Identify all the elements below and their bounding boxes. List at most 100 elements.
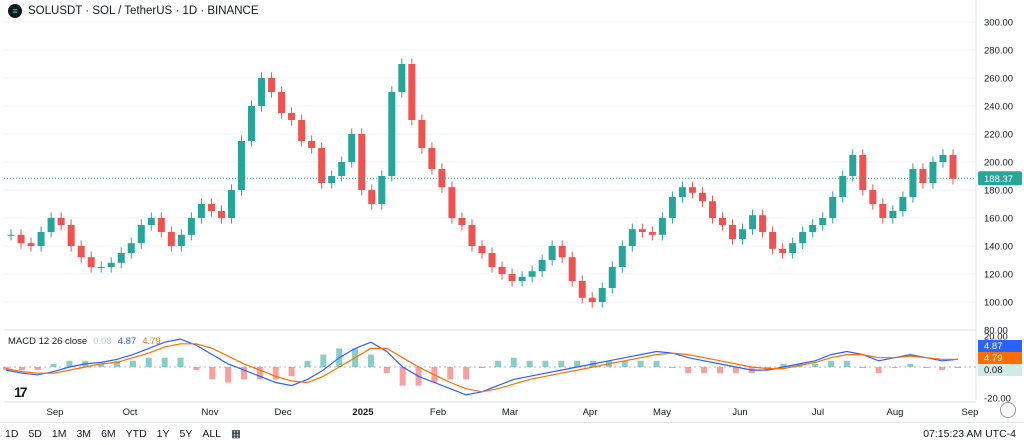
candle-body — [839, 176, 847, 197]
macd-histogram-bar — [812, 363, 819, 367]
candle-body — [628, 229, 636, 246]
macd-histogram-bar — [320, 354, 327, 367]
candle-body — [378, 176, 386, 204]
price-axis-tick-label: 260.00 — [984, 74, 1013, 85]
macd-histogram-bar — [177, 357, 184, 367]
candle-body — [7, 234, 15, 236]
candle-body — [177, 234, 185, 246]
candle-body — [648, 232, 656, 235]
time-axis-tick-label: Jun — [732, 407, 747, 418]
candle-body — [368, 190, 376, 204]
price-axis-tick-label: 200.00 — [984, 158, 1013, 169]
candle-body — [889, 211, 897, 218]
candle-body — [207, 204, 215, 211]
macd-histogram-bar — [843, 360, 850, 367]
candle-body — [117, 253, 125, 263]
symbol-title[interactable]: SOLUSDT · SOL / TetherUS · 1D · BINANCE — [28, 5, 259, 17]
candle-body — [358, 134, 366, 190]
chart-svg[interactable]: 300.00 280.00 260.00 240.00 220.00 200.00 180.… — [0, 0, 1024, 422]
candle-body — [147, 218, 155, 225]
range-ytd-button[interactable]: YTD — [125, 428, 147, 440]
price-axis-tick-label: 80.00 — [984, 326, 1008, 337]
macd-legend-name[interactable]: MACD 12 26 close — [8, 336, 88, 347]
candle-body — [137, 225, 145, 244]
time-axis-tick-label: Sep — [962, 407, 979, 418]
candle-body — [618, 246, 626, 267]
range-all-button[interactable]: ALL — [202, 428, 222, 440]
macd-histogram-bar — [145, 357, 152, 367]
macd-legend: MACD 12 26 close 0.08 4.87 4.79 — [8, 336, 161, 347]
candle-body — [488, 253, 496, 267]
candle-body — [849, 155, 857, 176]
settings-icon[interactable] — [1000, 402, 1016, 418]
macd-histogram-bar — [34, 367, 41, 371]
time-axis-tick-label: Oct — [123, 407, 138, 418]
candle-body — [548, 246, 556, 260]
candle-body — [428, 148, 436, 169]
hist-value-badge — [978, 364, 1022, 376]
macd-histogram-bar — [98, 363, 105, 367]
macd-histogram-bar — [574, 360, 581, 367]
candle-body — [909, 169, 917, 197]
macd-histogram-bar — [828, 360, 835, 367]
range-1d-button[interactable]: 1D — [5, 428, 19, 440]
candle-body — [268, 78, 276, 92]
candle-body — [288, 113, 296, 120]
signal-line — [5, 343, 958, 393]
range-1y-button[interactable]: 1Y — [156, 428, 170, 440]
range-6m-button[interactable]: 6M — [101, 428, 116, 440]
candle-body — [418, 120, 426, 148]
price-axis-tick-label: 240.00 — [984, 102, 1013, 113]
candle-body — [47, 218, 55, 232]
time-axis-tick-label: Apr — [583, 407, 598, 418]
macd-histogram-bar — [272, 367, 279, 380]
candle-body — [57, 218, 65, 225]
macd-histogram-bar — [780, 363, 787, 367]
macd-histogram-bar — [3, 367, 9, 371]
macd-histogram-bar — [558, 360, 565, 367]
macd-histogram-bar — [859, 367, 866, 368]
macd-histogram-bar — [542, 360, 549, 367]
macd-histogram-bar — [923, 367, 930, 368]
price-axis-tick-label: 140.00 — [984, 242, 1013, 253]
macd-histogram-bar — [193, 367, 200, 371]
candle-body — [528, 271, 536, 277]
price-chart[interactable]: 300.00 280.00 260.00 240.00 220.00 200.00 180.… — [0, 0, 1024, 427]
candle-body — [598, 288, 606, 302]
macd-histogram-bar — [463, 367, 470, 380]
time-axis-tick-label: Sep — [47, 407, 64, 418]
solana-logo-icon: ≡ — [8, 4, 22, 18]
macd-histogram-bar — [304, 360, 311, 367]
time-axis-tick-label: May — [653, 407, 671, 418]
range-3m-button[interactable]: 3M — [76, 428, 92, 440]
range-5y-button[interactable]: 5Y — [179, 428, 193, 440]
candle-body — [789, 243, 797, 253]
macd-histogram-bar — [875, 367, 882, 374]
range-1m-button[interactable]: 1M — [51, 428, 67, 440]
candle-body — [749, 215, 757, 230]
macd-histogram-bar — [510, 357, 517, 367]
candle-body — [258, 78, 266, 106]
calendar-icon[interactable]: ▦ — [231, 428, 241, 440]
time-axis-tick-label: Dec — [275, 407, 292, 418]
time-axis-tick-label: 2025 — [352, 407, 374, 418]
macd-histogram-bar — [399, 367, 406, 386]
macd-histogram-bar — [288, 367, 295, 377]
candle-body — [658, 218, 666, 235]
candle-body — [408, 64, 416, 120]
candle-body — [187, 218, 195, 235]
candle-body — [668, 197, 676, 218]
price-axis-tick-label: 180.00 — [984, 186, 1013, 197]
range-5d-button[interactable]: 5D — [28, 428, 42, 440]
candle-body — [678, 187, 686, 197]
macd-histogram-bar — [732, 367, 739, 374]
tradingview-logo-icon[interactable]: 17 — [14, 384, 28, 400]
candle-body — [388, 92, 396, 176]
macd-histogram-bar — [209, 367, 216, 380]
signal-value-badge — [978, 352, 1022, 364]
candle-body — [448, 187, 456, 218]
candle-body — [298, 120, 306, 141]
candle-body — [859, 155, 867, 190]
candle-body — [568, 257, 576, 281]
candle-body — [458, 218, 466, 225]
